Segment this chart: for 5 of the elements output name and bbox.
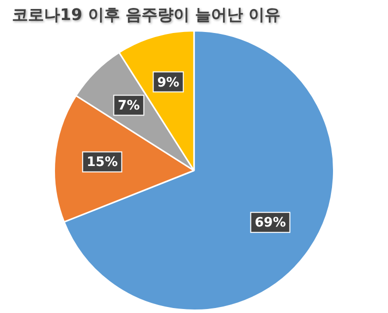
data-label: 69%: [254, 216, 286, 231]
chart-title: 코로나19 이후 음주량이 늘어난 이유: [12, 5, 281, 26]
data-label: 7%: [118, 98, 140, 114]
data-label: 15%: [86, 155, 118, 170]
data-label: 9%: [157, 75, 180, 90]
